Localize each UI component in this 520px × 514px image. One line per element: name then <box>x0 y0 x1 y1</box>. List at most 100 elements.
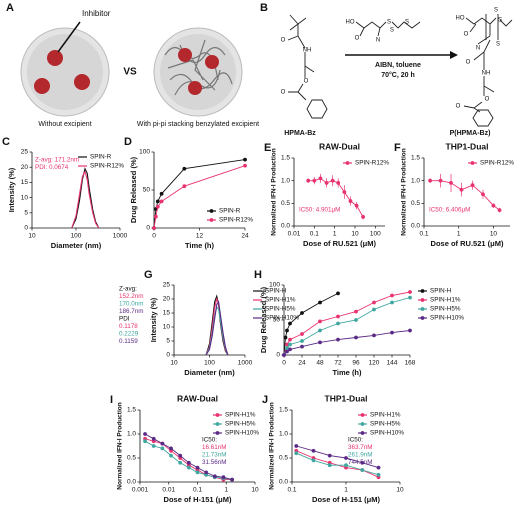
data-point <box>372 300 376 305</box>
data-point <box>160 441 165 446</box>
legend-marker <box>215 431 220 435</box>
data-point <box>449 181 453 185</box>
legend-label: SPIN-H5% <box>430 306 461 313</box>
data-point <box>348 199 353 203</box>
data-point <box>344 463 348 468</box>
y-tick-label: 5 <box>24 210 28 217</box>
data-point <box>282 353 286 357</box>
panel-letter: A <box>6 2 14 14</box>
series-line <box>153 165 246 229</box>
x-tick-label: 1000 <box>113 233 128 240</box>
x-axis-label: Diameter (nm) <box>184 368 235 377</box>
x-axis-label: Time (h) <box>332 368 362 377</box>
data-point <box>300 339 304 343</box>
y-tick-label: 1.0 <box>281 177 290 184</box>
data-point <box>481 192 485 197</box>
annotation: 744.5nM <box>348 459 373 466</box>
y-tick-label: 50 <box>143 187 151 194</box>
data-point <box>306 178 311 183</box>
x-tick-label: 10 <box>251 487 259 494</box>
atom-label: N <box>376 38 380 44</box>
y-tick-label: 0.5 <box>411 200 420 207</box>
panel-letter: B <box>260 2 268 14</box>
atom-label: S <box>405 20 409 26</box>
y-axis-label: Normalized IFN-I Production <box>117 402 124 489</box>
data-point <box>318 300 322 305</box>
y-tick-label: 0 <box>276 352 280 359</box>
data-point <box>408 295 412 300</box>
data-point <box>342 190 347 194</box>
panel-letter: E <box>264 142 271 154</box>
annotation: 186.7nm <box>119 308 144 315</box>
data-point <box>336 314 340 319</box>
y-tick-label: 1.0 <box>411 177 420 184</box>
atom-label: HO <box>456 16 465 22</box>
data-point <box>497 208 502 213</box>
series-line <box>153 159 246 229</box>
y-tick-label: 20 <box>21 164 29 171</box>
data-point <box>151 436 156 441</box>
legend-label: SPIN-H10% <box>265 315 299 322</box>
x-tick-label: 10 <box>28 233 36 240</box>
data-point <box>336 181 341 185</box>
atom-label: N <box>476 46 480 52</box>
atom-label: S <box>387 20 391 26</box>
x-tick-label: 10 <box>351 231 359 238</box>
y-tick-label: 0.0 <box>279 479 288 486</box>
atom-label: S <box>390 28 394 34</box>
legend-label: SPIN-H1% <box>430 297 461 304</box>
data-point <box>182 184 187 189</box>
legend-marker <box>420 316 425 320</box>
data-point <box>344 456 348 460</box>
x-tick-label: 100 <box>370 231 381 238</box>
data-point <box>204 470 209 475</box>
panel-letter: I <box>110 394 113 406</box>
x-tick-label: 12 <box>196 233 204 240</box>
data-point <box>311 448 316 453</box>
y-axis-label: Normalized IFN-I Production <box>269 402 276 489</box>
legend-marker <box>209 218 214 222</box>
x-tick-label: 1 <box>344 487 348 494</box>
data-point <box>159 191 164 196</box>
x-tick-label: 100 <box>204 360 215 367</box>
raft-agent-structure <box>355 21 421 37</box>
x-tick-label: 0.1 <box>310 231 319 238</box>
annotation: 0.1178 <box>119 323 138 330</box>
data-point <box>178 460 183 465</box>
annotation: Inhibitor <box>82 9 111 18</box>
atom-label: S <box>496 42 500 48</box>
data-point <box>336 291 340 296</box>
atom-label: O <box>485 97 490 103</box>
monomer-structure <box>287 14 328 119</box>
data-point <box>361 215 365 219</box>
y-axis-label: Intensity (%) <box>7 167 16 212</box>
data-point <box>285 349 289 354</box>
compound-label: HPMA-Bz <box>284 130 316 137</box>
y-tick-label: 1.5 <box>281 155 290 162</box>
legend-marker <box>420 298 425 302</box>
data-point <box>390 293 394 298</box>
data-point <box>243 157 247 162</box>
legend-label: SPIN-H <box>430 288 452 295</box>
x-axis-label: Dose of H-151 (μM) <box>164 495 232 504</box>
series-line <box>308 177 364 218</box>
x-tick-label: 0.001 <box>132 487 149 494</box>
data-point <box>390 330 394 335</box>
data-point <box>151 444 156 448</box>
data-point <box>230 477 235 482</box>
data-point <box>324 181 329 185</box>
data-point <box>152 226 156 230</box>
x-axis-label: Time (h) <box>185 241 215 250</box>
y-tick-label: 15 <box>163 310 171 317</box>
y-tick-label: 10 <box>163 324 171 331</box>
legend-label: SPIN-H1% <box>370 412 401 419</box>
legend-label: SPIN-H5% <box>225 421 256 428</box>
data-point <box>327 463 332 468</box>
x-axis-label: Dose of RU.521 (μM) <box>431 239 504 248</box>
legend-label: SPIN-R12% <box>480 160 514 167</box>
data-point <box>143 432 147 436</box>
data-point <box>300 311 304 315</box>
condition: 70°C, 20 h <box>381 71 415 79</box>
series-line <box>296 452 379 476</box>
